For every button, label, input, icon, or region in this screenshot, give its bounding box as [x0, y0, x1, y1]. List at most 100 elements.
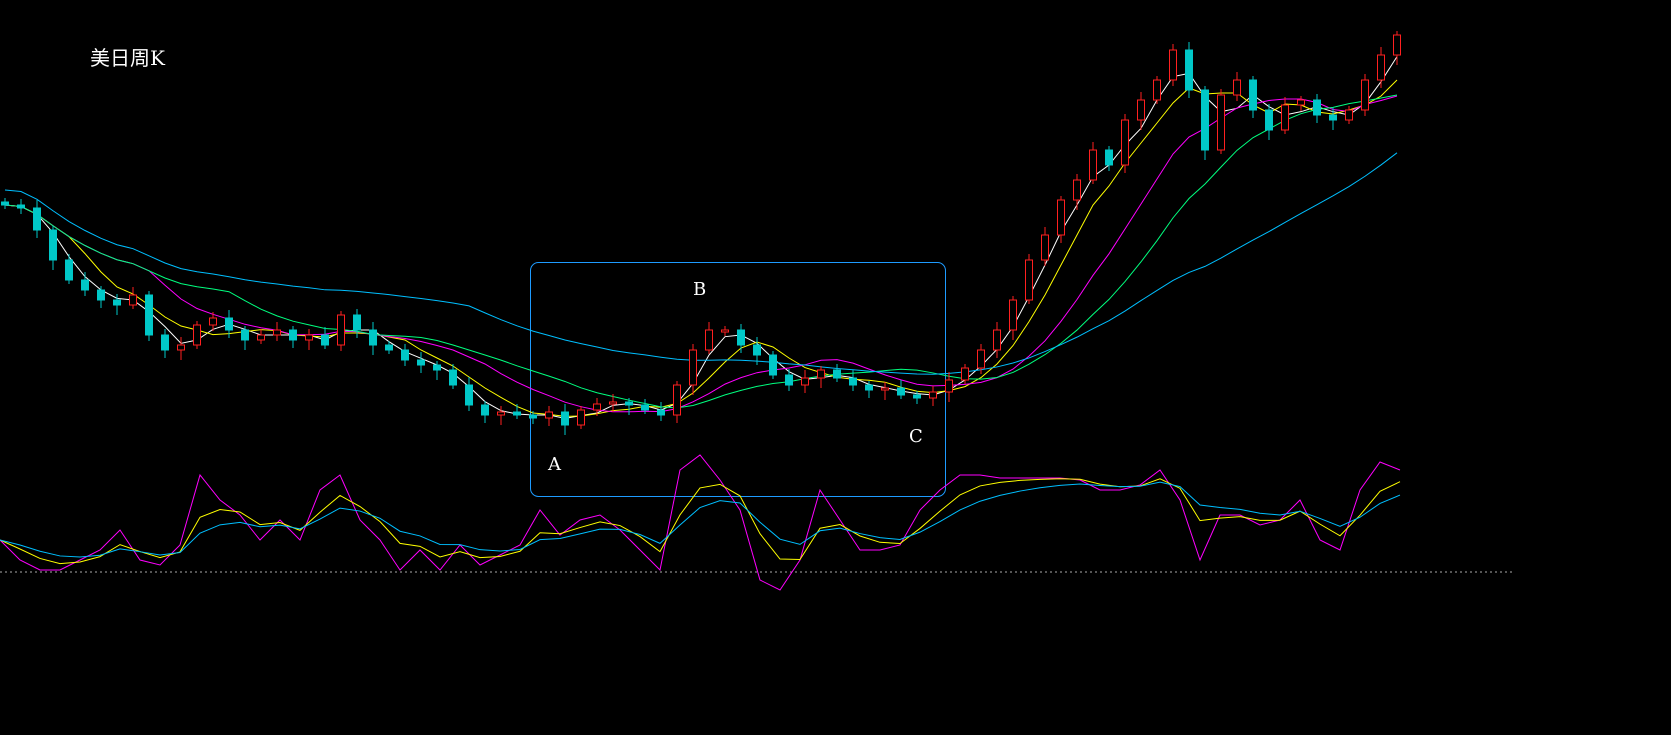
candle-up — [1121, 119, 1129, 166]
moving-average-line-5 — [4, 152, 1398, 375]
candle-up — [689, 349, 697, 386]
oscillator-line-3 — [0, 481, 1401, 558]
candle-up — [673, 384, 681, 416]
candle-down — [433, 364, 441, 371]
candle-down — [1249, 79, 1257, 111]
candle-down — [113, 299, 121, 306]
oscillator-line-1 — [0, 454, 1401, 591]
moving-average-line-2 — [4, 79, 1398, 417]
candle-down — [657, 409, 665, 416]
candle-up — [1073, 179, 1081, 201]
moving-average-line-1 — [4, 56, 1398, 419]
candle-up — [961, 367, 969, 381]
candle-up — [1377, 54, 1385, 81]
moving-average-line-4 — [4, 94, 1398, 409]
candle-up — [593, 403, 601, 411]
candle-down — [417, 359, 425, 366]
candle-down — [1185, 49, 1193, 91]
candle-down — [385, 344, 393, 351]
candle-down — [17, 204, 25, 209]
candle-up — [1281, 104, 1289, 131]
candle-down — [737, 329, 745, 346]
candle-up — [801, 377, 809, 386]
candle-up — [177, 344, 185, 351]
candle-down — [625, 401, 633, 406]
candle-down — [897, 387, 905, 396]
candle-up — [705, 329, 713, 351]
candle-up — [881, 387, 889, 391]
candle-down — [641, 404, 649, 411]
candle-up — [1393, 34, 1401, 56]
candle-down — [49, 229, 57, 261]
candle-down — [785, 374, 793, 386]
candle-up — [545, 411, 553, 419]
candle-down — [161, 334, 169, 351]
candle-down — [1313, 99, 1321, 116]
candle-down — [353, 314, 361, 331]
moving-average-line-3 — [4, 95, 1398, 413]
annotation-c: C — [909, 426, 923, 447]
candle-up — [817, 369, 825, 379]
candle-up — [1089, 149, 1097, 181]
candle-down — [1329, 114, 1337, 121]
candle-down — [513, 411, 521, 416]
candle-down — [769, 354, 777, 376]
oscillator-line-2 — [0, 478, 1401, 565]
candle-up — [609, 401, 617, 405]
candle-down — [913, 394, 921, 399]
candle-up — [977, 349, 985, 369]
candle-up — [257, 334, 265, 341]
candle-up — [1345, 109, 1353, 121]
candle-up — [305, 334, 313, 341]
candle-down — [529, 414, 537, 419]
candle-up — [577, 409, 585, 426]
candle-down — [65, 259, 73, 281]
candle-down — [145, 294, 153, 336]
chart-title: 美日周K — [90, 46, 165, 70]
candle-up — [1297, 99, 1305, 106]
candle-up — [1025, 259, 1033, 301]
candle-down — [401, 349, 409, 361]
candle-down — [97, 289, 105, 301]
candle-up — [1153, 79, 1161, 101]
candle-up — [1233, 79, 1241, 96]
candle-down — [449, 369, 457, 386]
candle-down — [833, 369, 841, 379]
candle-up — [337, 314, 345, 346]
candle-up — [993, 329, 1001, 351]
candle-down — [561, 411, 569, 426]
annotation-b: B — [693, 279, 707, 300]
candle-up — [1057, 199, 1065, 236]
highlight-box — [530, 262, 946, 497]
candle-down — [1, 201, 9, 206]
candle-up — [1217, 94, 1225, 151]
candle-down — [225, 317, 233, 331]
candle-down — [289, 329, 297, 341]
candle-down — [1105, 149, 1113, 166]
candle-down — [481, 404, 489, 416]
candle-down — [865, 384, 873, 391]
candle-up — [1009, 299, 1017, 331]
candle-up — [193, 324, 201, 346]
annotation-a: A — [548, 454, 561, 475]
candle-up — [209, 317, 217, 326]
candle-up — [129, 294, 137, 306]
candle-up — [929, 391, 937, 399]
candle-up — [1361, 79, 1369, 111]
candle-up — [497, 411, 505, 416]
candle-up — [721, 329, 729, 333]
candle-down — [321, 334, 329, 346]
candle-up — [1041, 234, 1049, 261]
candle-down — [241, 329, 249, 341]
candle-down — [81, 279, 89, 291]
candle-up — [273, 329, 281, 336]
candle-down — [1265, 109, 1273, 131]
candle-up — [1169, 49, 1177, 81]
candle-down — [849, 377, 857, 386]
candle-down — [1201, 89, 1209, 151]
candle-down — [465, 384, 473, 406]
candle-down — [369, 329, 377, 346]
candle-down — [33, 207, 41, 231]
